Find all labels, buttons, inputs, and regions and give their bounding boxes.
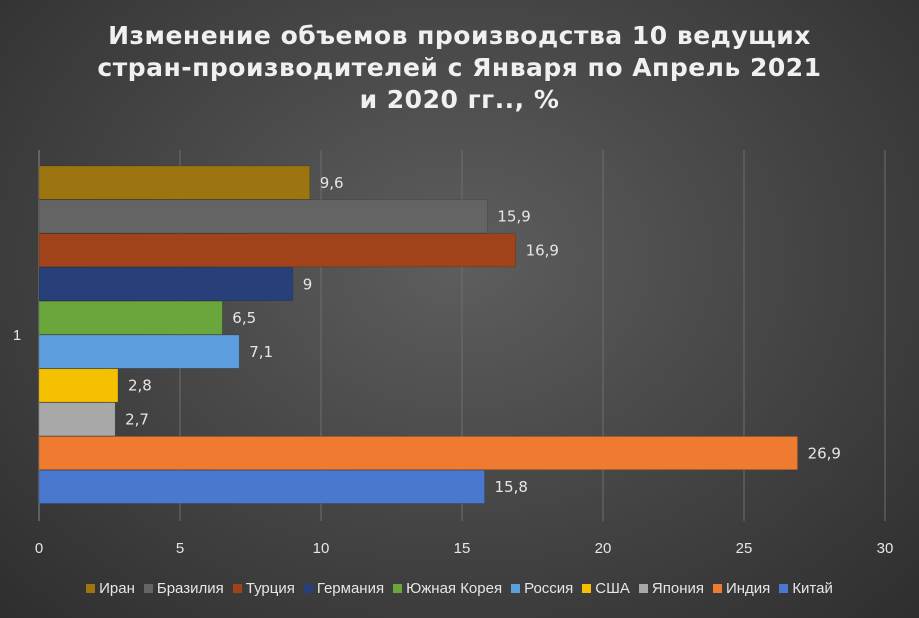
legend-item: Япония xyxy=(638,579,704,597)
bar xyxy=(38,334,240,369)
data-label: 15,9 xyxy=(497,208,530,226)
legend-swatch xyxy=(582,583,592,593)
legend-swatch xyxy=(393,583,403,593)
bar xyxy=(38,436,798,470)
legend-swatch xyxy=(779,583,789,593)
chart-legend: Иран Бразилия Турция Германия Южная Корея Рос… xyxy=(0,576,919,600)
data-label: 6,5 xyxy=(232,309,256,327)
legend-swatch xyxy=(511,583,521,593)
legend-swatch xyxy=(712,583,722,593)
legend-swatch xyxy=(86,583,96,593)
legend-label: США xyxy=(595,579,630,597)
legend-swatch xyxy=(638,583,648,593)
chart-title-line-3: и 2020 гг.., % xyxy=(359,85,560,114)
bar xyxy=(38,469,485,504)
legend-label: Россия xyxy=(524,579,574,597)
legend-swatch xyxy=(232,583,242,593)
legend-item: Индия xyxy=(712,579,771,597)
category-label: 1 xyxy=(13,327,21,344)
data-label: 7,1 xyxy=(249,343,273,361)
legend-label: Иран xyxy=(99,579,135,597)
legend-item: Китай xyxy=(779,580,833,597)
x-tick-label: 15 xyxy=(454,540,471,557)
legend-label: Индия xyxy=(725,579,771,597)
bar xyxy=(38,165,310,200)
data-label: 9 xyxy=(303,275,313,293)
data-label: 9,6 xyxy=(320,174,344,192)
legend-label: Турция xyxy=(245,579,295,597)
bar xyxy=(38,267,294,301)
chart-title: Изменение объемов производства 10 ведущи… xyxy=(0,20,919,116)
data-label: 2,7 xyxy=(125,411,149,429)
bar xyxy=(38,368,119,403)
data-label: 26,9 xyxy=(808,444,841,462)
x-tick-label: 25 xyxy=(736,540,753,557)
bar xyxy=(38,402,116,437)
legend-item: Россия xyxy=(511,580,573,597)
bar xyxy=(38,300,223,335)
legend-item: Бразилия xyxy=(143,579,224,597)
legend-item: Германия xyxy=(303,579,385,597)
legend-item: Иран xyxy=(86,580,135,597)
x-tick-label: 30 xyxy=(877,540,894,557)
data-label: 15,8 xyxy=(495,478,528,496)
x-tick-label: 0 xyxy=(35,540,43,557)
legend-label: Китай xyxy=(792,579,833,597)
legend-label: Германия xyxy=(316,579,385,597)
chart-title-line-2: стран-производителей с Января по Апрель … xyxy=(97,53,822,82)
chart-title-line-1: Изменение объемов производства 10 ведущи… xyxy=(108,21,811,50)
data-label: 16,9 xyxy=(526,242,559,260)
legend-swatch xyxy=(303,583,313,593)
data-label: 2,8 xyxy=(128,377,152,395)
bar xyxy=(38,199,488,234)
bar xyxy=(38,233,516,268)
legend-swatch xyxy=(143,583,153,593)
legend-label: Южная Корея xyxy=(406,579,503,597)
x-tick-label: 20 xyxy=(595,540,612,557)
legend-label: Бразилия xyxy=(156,579,224,597)
x-tick-label: 10 xyxy=(313,540,330,557)
legend-item: Турция xyxy=(232,579,295,597)
legend-item: США xyxy=(582,580,630,597)
legend-item: Южная Корея xyxy=(393,580,502,597)
x-tick-label: 5 xyxy=(176,540,184,557)
legend-label: Япония xyxy=(651,579,704,597)
